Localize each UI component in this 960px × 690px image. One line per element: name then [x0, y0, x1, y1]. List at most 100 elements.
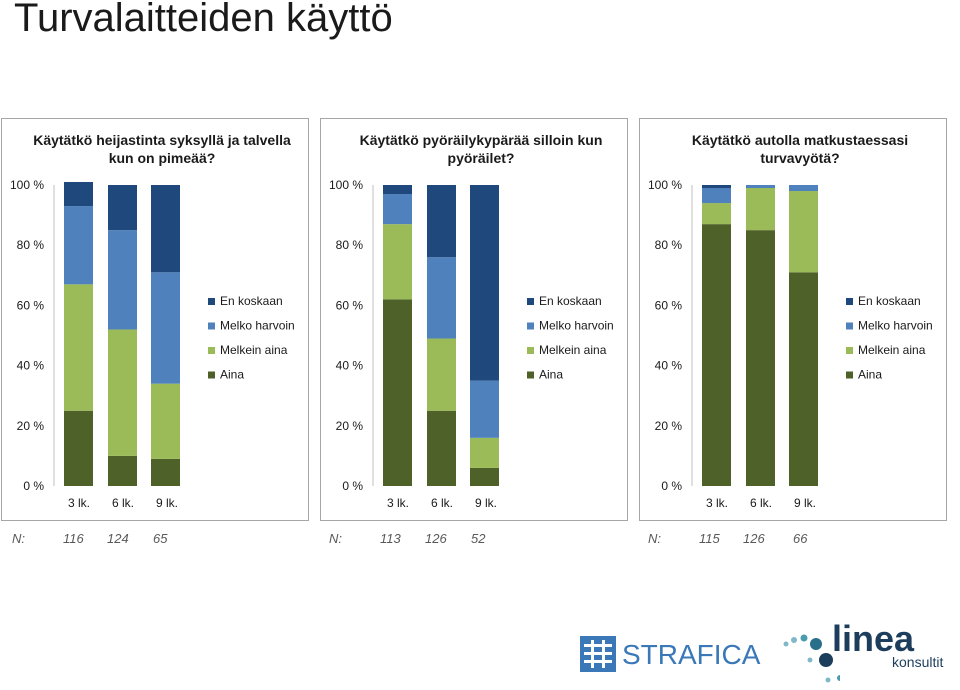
y-tick-label: 20 %: [336, 419, 364, 433]
legend-label: En koskaan: [858, 294, 921, 308]
bar-segment: [383, 185, 412, 195]
legend-swatch: [527, 371, 534, 379]
chart-svg: 0 % 20 % 40 % 60 % 80 % 100 % 3 lk. 6 lk. 9 lk. E…: [329, 178, 614, 510]
bar-segment: [151, 272, 180, 384]
y-tick-label: 100 %: [10, 178, 44, 192]
bar-segment: [108, 230, 137, 330]
bar-segment: [383, 194, 412, 225]
bar-segment: [470, 437, 499, 468]
n-value: 66: [793, 531, 808, 546]
n-label: N:: [648, 531, 661, 546]
legend-label: Melkein aina: [858, 343, 926, 357]
legend-label: En koskaan: [220, 294, 283, 308]
bar-segment: [702, 188, 731, 204]
legend-swatch: [527, 322, 534, 330]
bar-segment: [64, 206, 93, 285]
bar-segment: [470, 467, 499, 486]
strafica-wordmark: STRAFICA: [622, 639, 761, 670]
y-tick-label: 0 %: [23, 479, 44, 493]
legend-swatch: [846, 298, 853, 305]
chart-panel-seatbelt: Käytätkö autolla matkustaessasi turvavyö…: [639, 118, 947, 521]
chart-title: Käytätkö heijastinta syksyllä ja talvell…: [33, 132, 291, 166]
legend-label: Aina: [220, 368, 244, 382]
bar-segment: [383, 224, 412, 300]
legend-swatch: [846, 322, 853, 330]
linea-subtitle: konsultit: [892, 654, 944, 670]
legend-label: Melko harvoin: [858, 319, 933, 333]
legend-label: Aina: [539, 368, 563, 382]
y-tick-label: 60 %: [17, 298, 45, 312]
legend-swatch: [527, 347, 534, 354]
bar-segment: [108, 185, 137, 231]
chart-panel-reflector: Käytätkö heijastinta syksyllä ja talvell…: [1, 118, 309, 521]
strafica-logo: STRAFICA: [580, 636, 760, 676]
x-tick-label: 6 lk.: [431, 496, 453, 510]
x-tick-label: 6 lk.: [750, 496, 772, 510]
bar-segment: [789, 185, 818, 192]
linea-dots-icon: [783, 634, 840, 683]
bar-segment: [151, 383, 180, 459]
y-tick-label: 20 %: [655, 419, 683, 433]
chart-svg: 0 % 20 % 40 % 60 % 80 % 100 % 3 lk. 6 lk. 9 lk. E…: [648, 178, 933, 510]
bar-segment: [702, 185, 731, 189]
bar-segment: [151, 458, 180, 486]
bar-segment: [427, 338, 456, 411]
n-value: 115: [699, 531, 720, 546]
n-value: 65: [153, 531, 168, 546]
bar-segment: [64, 181, 93, 207]
bar-segment: [789, 272, 818, 486]
bar-segment: [427, 185, 456, 258]
linea-logo: linea konsultit: [780, 618, 960, 686]
bar-segment: [470, 380, 499, 438]
chart-panel-helmet: Käytätkö pyöräilykypärää silloin kun pyö…: [320, 118, 628, 521]
n-label: N:: [12, 531, 25, 546]
x-tick-label: 3 lk.: [706, 496, 728, 510]
y-tick-label: 100 %: [648, 178, 682, 192]
y-tick-label: 60 %: [655, 298, 683, 312]
y-tick-label: 80 %: [336, 238, 364, 252]
chart-title: Käytätkö pyöräilykypärää silloin kun pyö…: [359, 132, 603, 166]
y-tick-label: 80 %: [655, 238, 683, 252]
legend-label: Aina: [858, 368, 882, 382]
bar-segment: [789, 191, 818, 273]
x-tick-label: 9 lk.: [156, 496, 178, 510]
bar-segment: [746, 185, 775, 189]
page-title: Turvalaitteiden käyttö: [14, 0, 393, 40]
bar-segment: [64, 410, 93, 486]
y-tick-label: 0 %: [342, 479, 363, 493]
n-value: 113: [380, 531, 401, 546]
x-tick-label: 9 lk.: [475, 496, 497, 510]
bar-segment: [427, 257, 456, 339]
legend-swatch: [208, 322, 215, 330]
n-label: N:: [329, 531, 342, 546]
legend-swatch: [527, 298, 534, 305]
bar-segment: [108, 455, 137, 486]
n-value: 52: [471, 531, 486, 546]
legend-label: En koskaan: [539, 294, 602, 308]
bar-segment: [151, 185, 180, 273]
y-tick-label: 100 %: [329, 178, 363, 192]
y-tick-label: 40 %: [655, 359, 683, 373]
legend-swatch: [846, 347, 853, 354]
bar-segment: [383, 299, 412, 486]
y-tick-label: 40 %: [17, 359, 45, 373]
linea-wordmark: linea: [832, 618, 915, 659]
y-tick-label: 40 %: [336, 359, 364, 373]
bar-segment: [470, 185, 499, 381]
bar-segment: [746, 230, 775, 486]
n-value: 126: [425, 531, 447, 546]
n-value: 124: [107, 531, 129, 546]
legend-label: Melko harvoin: [539, 319, 614, 333]
x-tick-label: 3 lk.: [68, 496, 90, 510]
legend-swatch: [208, 347, 215, 354]
chart-svg: 0 % 20 % 40 % 60 % 80 % 100 % 3 lk. 6 lk. 9 lk. E…: [10, 178, 295, 510]
chart-title: Käytätkö autolla matkustaessasi turvavyö…: [691, 132, 909, 166]
bar-segment: [64, 284, 93, 411]
legend-label: Melko harvoin: [220, 319, 295, 333]
bar-segment: [746, 188, 775, 231]
strafica-mark-icon: [580, 636, 616, 672]
x-tick-label: 9 lk.: [794, 496, 816, 510]
legend-swatch: [846, 371, 853, 379]
y-tick-label: 60 %: [336, 298, 364, 312]
y-tick-label: 80 %: [17, 238, 45, 252]
